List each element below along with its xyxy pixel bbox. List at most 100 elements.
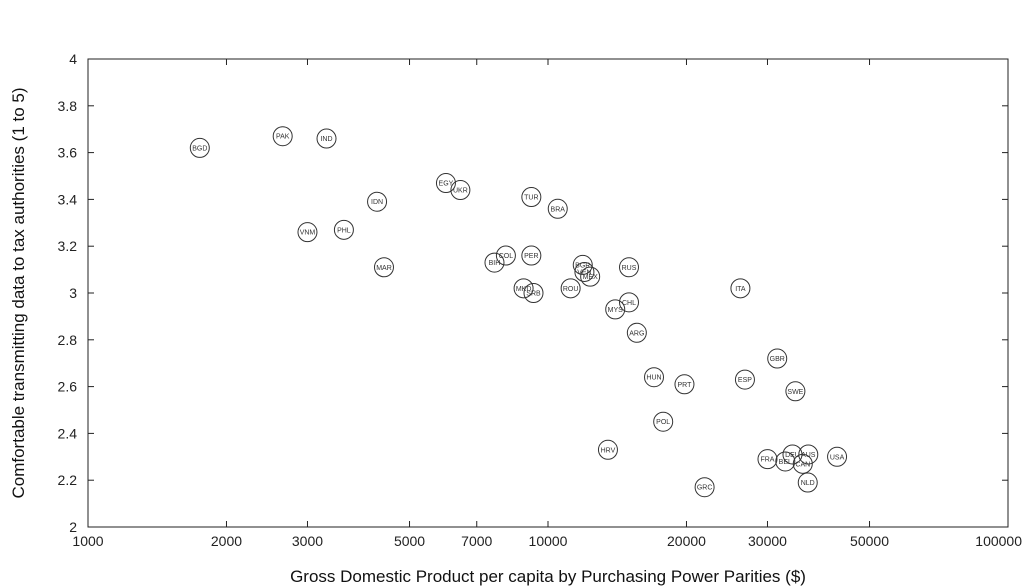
data-point-marker xyxy=(495,245,516,266)
data-point-label: BGR xyxy=(575,262,590,269)
data-point-label: EGY xyxy=(439,181,454,188)
data-point: MKD xyxy=(513,278,534,299)
data-point-marker xyxy=(484,252,505,273)
data-point: PAK xyxy=(272,126,293,147)
x-tick-label: 30000 xyxy=(748,533,787,549)
data-point-marker xyxy=(513,278,534,299)
data-point-marker xyxy=(597,439,618,460)
data-point-label: MYS xyxy=(608,307,624,314)
data-point: ITA xyxy=(730,278,751,299)
data-point-label: VNM xyxy=(300,230,316,237)
y-tick-label: 3.4 xyxy=(58,191,78,207)
data-point: ROU xyxy=(560,278,581,299)
data-point: AUS xyxy=(798,444,819,465)
y-tick-label: 2.4 xyxy=(58,425,78,441)
data-point: MEX xyxy=(580,266,601,287)
data-point-marker xyxy=(560,278,581,299)
data-point: ARG xyxy=(626,322,647,343)
data-point-label: MEX xyxy=(583,274,599,281)
data-point-marker xyxy=(757,449,778,470)
data-point-label: GRC xyxy=(697,485,713,492)
data-point-marker xyxy=(619,257,640,278)
data-point-marker xyxy=(435,173,456,194)
y-tick-label: 3.6 xyxy=(58,145,78,161)
data-point: HUN xyxy=(644,367,665,388)
data-point-marker xyxy=(580,266,601,287)
data-point-label: BRA xyxy=(551,206,566,213)
data-point-marker xyxy=(694,477,715,498)
data-point: CAN xyxy=(792,453,813,474)
x-tick-label: 7000 xyxy=(461,533,492,549)
y-tick-label: 4 xyxy=(69,51,77,67)
data-point-label: AUS xyxy=(801,452,816,459)
y-tick-label: 2.8 xyxy=(58,332,78,348)
data-point-label: MAR xyxy=(376,265,392,272)
data-point-marker xyxy=(373,257,394,278)
data-point: BGD xyxy=(189,137,210,158)
y-tick-label: 2 xyxy=(69,519,77,535)
x-tick-label: 3000 xyxy=(292,533,323,549)
data-point-label: ESP xyxy=(738,377,752,384)
data-point: IND xyxy=(316,128,337,149)
data-point-label: HUN xyxy=(646,375,661,382)
x-tick-label: 20000 xyxy=(667,533,706,549)
data-point: PER xyxy=(521,245,542,266)
data-point-label: ITA xyxy=(735,286,746,293)
data-point: MAR xyxy=(373,257,394,278)
data-point-label: HRV xyxy=(601,447,616,454)
data-point-label: ROU xyxy=(563,286,579,293)
data-point-label: NLD xyxy=(801,480,815,487)
data-point-marker xyxy=(297,222,318,243)
data-point: PHL xyxy=(333,219,354,240)
data-point: RUS xyxy=(619,257,640,278)
data-point: CHL xyxy=(619,292,640,313)
y-tick-label: 3 xyxy=(69,285,77,301)
x-tick-label: 50000 xyxy=(850,533,889,549)
data-point: GRC xyxy=(694,477,715,498)
data-point: BEL xyxy=(775,451,796,472)
plot-frame xyxy=(87,58,1009,528)
x-axis-label: Gross Domestic Product per capita by Pur… xyxy=(290,567,806,586)
data-point-label: BIH xyxy=(489,260,501,267)
x-tick-label: 2000 xyxy=(211,533,242,549)
data-point-marker xyxy=(316,128,337,149)
data-point-label: SRB xyxy=(526,291,541,298)
data-point-label: CAN xyxy=(795,461,810,468)
data-point: MYS xyxy=(605,299,626,320)
data-point: UKR xyxy=(450,180,471,201)
data-point-marker xyxy=(333,219,354,240)
data-point-label: FRA xyxy=(760,457,774,464)
data-point-label: UKR xyxy=(453,188,468,195)
data-point-marker xyxy=(767,348,788,369)
x-tick-label: 1000 xyxy=(72,533,103,549)
data-point: IDN xyxy=(367,191,388,212)
data-point: EGY xyxy=(435,173,456,194)
data-point-marker xyxy=(674,374,695,395)
data-point-label: GBR xyxy=(770,356,785,363)
data-point: USA xyxy=(827,446,848,467)
data-point-marker xyxy=(653,411,674,432)
y-tick-label: 3.2 xyxy=(58,238,78,254)
data-point: BIH xyxy=(484,252,505,273)
data-point-marker xyxy=(574,261,595,282)
plot-area-border xyxy=(87,58,1009,528)
data-point-label: TUR xyxy=(524,195,538,202)
data-point: ESP xyxy=(734,369,755,390)
data-point-marker xyxy=(605,299,626,320)
data-point: TUR xyxy=(521,187,542,208)
data-point: SWE xyxy=(785,381,806,402)
data-point-marker xyxy=(730,278,751,299)
y-axis-label: Comfortable transmitting data to tax aut… xyxy=(9,87,28,498)
data-point-label: SWE xyxy=(787,389,803,396)
data-point: BRA xyxy=(547,198,568,219)
data-point-label: CHL xyxy=(622,300,636,307)
data-point-marker xyxy=(644,367,665,388)
data-point-marker xyxy=(797,472,818,493)
data-point-marker xyxy=(792,453,813,474)
data-point-marker xyxy=(521,187,542,208)
data-point: HRV xyxy=(597,439,618,460)
data-point-label: USA xyxy=(830,454,845,461)
data-point: FRA xyxy=(757,449,778,470)
